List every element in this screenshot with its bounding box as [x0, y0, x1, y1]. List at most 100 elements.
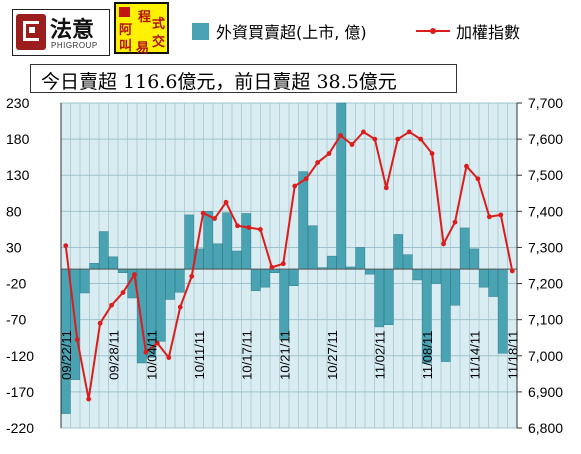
legend-bar-label: 外資買賣超(上市, 億) [216, 23, 367, 42]
index-point [464, 163, 469, 169]
bar [241, 213, 252, 270]
bar [383, 268, 394, 325]
index-point [154, 340, 160, 346]
bar [260, 268, 271, 288]
bar [374, 268, 385, 328]
index-point [475, 176, 481, 182]
index-point [452, 219, 458, 225]
bar [469, 248, 480, 270]
left-axis-tick-label: -220 [6, 420, 34, 436]
bar [174, 268, 185, 293]
index-point [212, 216, 217, 221]
program-logo-glyph-1: 程 [138, 10, 152, 25]
bar [307, 225, 318, 270]
index-point [418, 136, 424, 142]
bar [184, 214, 195, 270]
index-point [223, 199, 229, 205]
index-point [63, 243, 69, 249]
index-point [143, 349, 149, 355]
index-point [406, 129, 412, 135]
x-axis-date-label: 10/04/11 [144, 330, 159, 380]
left-axis-tick-label: 30 [6, 239, 22, 255]
x-axis-date-label: 09/22/11 [59, 330, 74, 380]
index-point [315, 160, 321, 165]
bar [117, 268, 128, 273]
program-logo-glyph-2: 式 [152, 17, 166, 32]
right-axis-tick-label: 7,400 [528, 203, 563, 219]
right-axis-tick-label: 7,600 [528, 131, 563, 147]
subtitle-box: 今日賣超 116.6億元，前日賣超 38.5億元 [30, 64, 457, 93]
bar [336, 102, 347, 270]
bar [279, 268, 290, 340]
left-axis-tick-label: 180 [6, 131, 30, 147]
left-axis-tick-label: 230 [6, 95, 30, 111]
x-axis-date-label: 10/11/11 [192, 331, 207, 380]
bar [459, 227, 470, 270]
right-axis-tick-label: 7,500 [528, 167, 563, 183]
right-axis-tick-label: 6,800 [528, 420, 563, 436]
index-point [509, 268, 515, 274]
bar [355, 247, 366, 270]
x-axis-date-label: 10/21/11 [277, 330, 292, 380]
bar [440, 268, 451, 362]
fayi-logo: 法意 PHIGROUP [12, 9, 110, 56]
x-axis-date-label: 09/28/11 [106, 330, 121, 380]
index-point [326, 151, 332, 156]
fayi-logo-text: 法意 [50, 18, 95, 43]
left-axis-tick-label: -170 [6, 384, 34, 400]
bar [402, 254, 413, 270]
index-point [361, 129, 366, 135]
bar [412, 268, 423, 281]
index-point [235, 223, 240, 229]
bar [450, 268, 461, 306]
index-point [257, 226, 263, 232]
right-axis-tick-label: 7,200 [528, 276, 563, 292]
right-axis-tick-label: 6,900 [528, 384, 563, 400]
index-point [132, 272, 137, 277]
index-point [200, 210, 206, 216]
right-axis-tick-label: 7,000 [528, 348, 563, 364]
index-point [395, 136, 401, 142]
bar [222, 212, 233, 270]
index-point [349, 142, 355, 147]
bar [478, 268, 489, 288]
index-point [280, 261, 286, 267]
right-axis-tick-label: 7,100 [528, 312, 563, 328]
index-point [246, 225, 252, 230]
x-axis-date-label: 10/27/11 [325, 330, 340, 380]
bar [431, 268, 442, 284]
bar [231, 250, 242, 270]
x-axis-date-label: 11/18/11 [505, 331, 520, 380]
program-logo-glyph-4: 易 [136, 41, 150, 56]
bar [250, 268, 261, 292]
bar [89, 263, 100, 270]
left-axis-tick-label: -70 [6, 312, 26, 328]
bar [203, 211, 214, 270]
index-point [338, 133, 343, 138]
index-line [64, 130, 514, 400]
left-axis-tick-label: -20 [6, 276, 26, 292]
index-point [166, 355, 172, 360]
fayi-logo-subtext: PHIGROUP [51, 41, 98, 50]
index-point [189, 273, 195, 279]
bar [326, 255, 337, 270]
bar [488, 268, 499, 297]
index-point [292, 183, 298, 189]
program-trading-logo: 程 式 交 易 叫 阿 [114, 2, 169, 56]
x-axis-date-label: 11/14/11 [467, 331, 482, 380]
program-logo-glyph-6: 阿 [119, 23, 133, 38]
left-axis-tick-label: 80 [6, 203, 22, 219]
left-axis-tick-label: 130 [6, 167, 30, 183]
index-point [429, 151, 435, 156]
fayi-emblem-icon [16, 14, 46, 50]
program-logo-glyph-5: 叫 [119, 39, 133, 54]
legend-bar-swatch [192, 23, 209, 40]
index-point [441, 241, 446, 247]
index-point [109, 302, 114, 308]
index-point [120, 290, 126, 295]
program-logo-mark-icon [119, 7, 130, 17]
right-axis-tick-label: 7,700 [528, 95, 563, 111]
legend-line-label: 加權指數 [456, 23, 521, 42]
bar [108, 256, 119, 270]
